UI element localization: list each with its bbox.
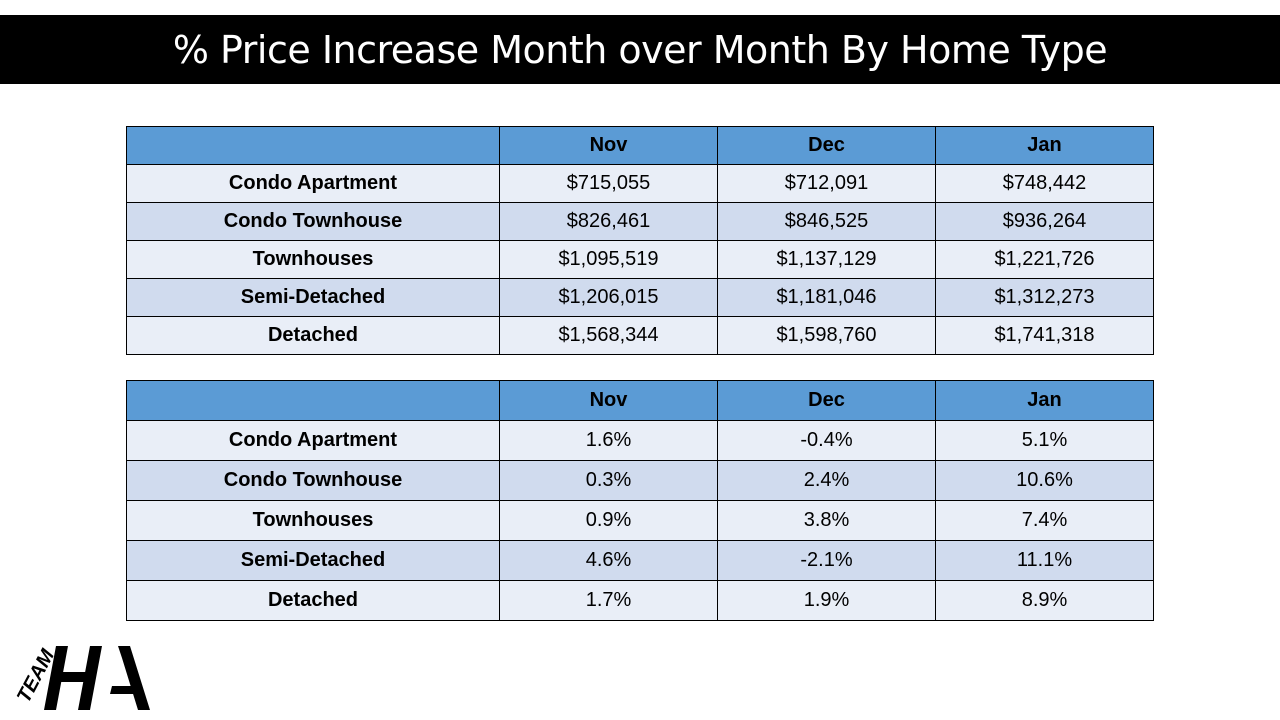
table-cell: 3.8% (717, 500, 936, 541)
table-cell: $1,095,519 (499, 240, 718, 279)
table-cell: 7.4% (935, 500, 1154, 541)
header-cell-jan: Jan (935, 380, 1154, 421)
table-cell: 1.6% (499, 420, 718, 461)
logo-ha-mark (44, 646, 150, 710)
row-label: Semi-Detached (126, 278, 500, 317)
table-cell: 10.6% (935, 460, 1154, 501)
row-label: Townhouses (126, 500, 500, 541)
row-label: Condo Townhouse (126, 460, 500, 501)
table-cell: 11.1% (935, 540, 1154, 581)
row-label: Condo Townhouse (126, 202, 500, 241)
header-cell-blank (126, 126, 500, 165)
table-cell: $1,206,015 (499, 278, 718, 317)
table-cell: 2.4% (717, 460, 936, 501)
table-cell: $826,461 (499, 202, 718, 241)
table-cell: $715,055 (499, 164, 718, 203)
table-cell: 8.9% (935, 580, 1154, 621)
table-row: Condo Townhouse $826,461 $846,525 $936,2… (126, 202, 1154, 241)
row-label: Condo Apartment (126, 420, 500, 461)
percent-change-table: Nov Dec Jan Condo Apartment 1.6% -0.4% 5… (126, 380, 1154, 621)
header-cell-blank (126, 380, 500, 421)
table-row: Detached 1.7% 1.9% 8.9% (126, 580, 1154, 621)
header-cell-dec: Dec (717, 380, 936, 421)
table-row: Townhouses $1,095,519 $1,137,129 $1,221,… (126, 240, 1154, 279)
table-header-row: Nov Dec Jan (126, 126, 1154, 165)
table-cell: $1,181,046 (717, 278, 936, 317)
table-cell: -2.1% (717, 540, 936, 581)
row-label: Semi-Detached (126, 540, 500, 581)
row-label: Detached (126, 580, 500, 621)
table-cell: $1,221,726 (935, 240, 1154, 279)
table-cell: $846,525 (717, 202, 936, 241)
table-cell: $712,091 (717, 164, 936, 203)
page-title: % Price Increase Month over Month By Hom… (0, 15, 1280, 84)
table-cell: $1,568,344 (499, 316, 718, 355)
header-cell-nov: Nov (499, 380, 718, 421)
row-label: Townhouses (126, 240, 500, 279)
row-label: Detached (126, 316, 500, 355)
table-cell: 1.7% (499, 580, 718, 621)
table-row: Townhouses 0.9% 3.8% 7.4% (126, 500, 1154, 541)
row-label: Condo Apartment (126, 164, 500, 203)
table-cell: $1,312,273 (935, 278, 1154, 317)
table-cell: 4.6% (499, 540, 718, 581)
table-row: Condo Apartment 1.6% -0.4% 5.1% (126, 420, 1154, 461)
table-cell: $1,741,318 (935, 316, 1154, 355)
team-ha-logo: TEAM (13, 645, 150, 710)
prices-table: Nov Dec Jan Condo Apartment $715,055 $71… (126, 126, 1154, 355)
table-header-row: Nov Dec Jan (126, 380, 1154, 421)
header-cell-dec: Dec (717, 126, 936, 165)
table-cell: 5.1% (935, 420, 1154, 461)
table-row: Semi-Detached $1,206,015 $1,181,046 $1,3… (126, 278, 1154, 317)
table-row: Detached $1,568,344 $1,598,760 $1,741,31… (126, 316, 1154, 355)
table-cell: 1.9% (717, 580, 936, 621)
table-row: Condo Apartment $715,055 $712,091 $748,4… (126, 164, 1154, 203)
table-cell: $936,264 (935, 202, 1154, 241)
table-row: Semi-Detached 4.6% -2.1% 11.1% (126, 540, 1154, 581)
header-cell-nov: Nov (499, 126, 718, 165)
table-row: Condo Townhouse 0.3% 2.4% 10.6% (126, 460, 1154, 501)
header-cell-jan: Jan (935, 126, 1154, 165)
table-cell: 0.9% (499, 500, 718, 541)
table-cell: 0.3% (499, 460, 718, 501)
table-cell: $1,137,129 (717, 240, 936, 279)
table-cell: $748,442 (935, 164, 1154, 203)
table-cell: -0.4% (717, 420, 936, 461)
table-cell: $1,598,760 (717, 316, 936, 355)
